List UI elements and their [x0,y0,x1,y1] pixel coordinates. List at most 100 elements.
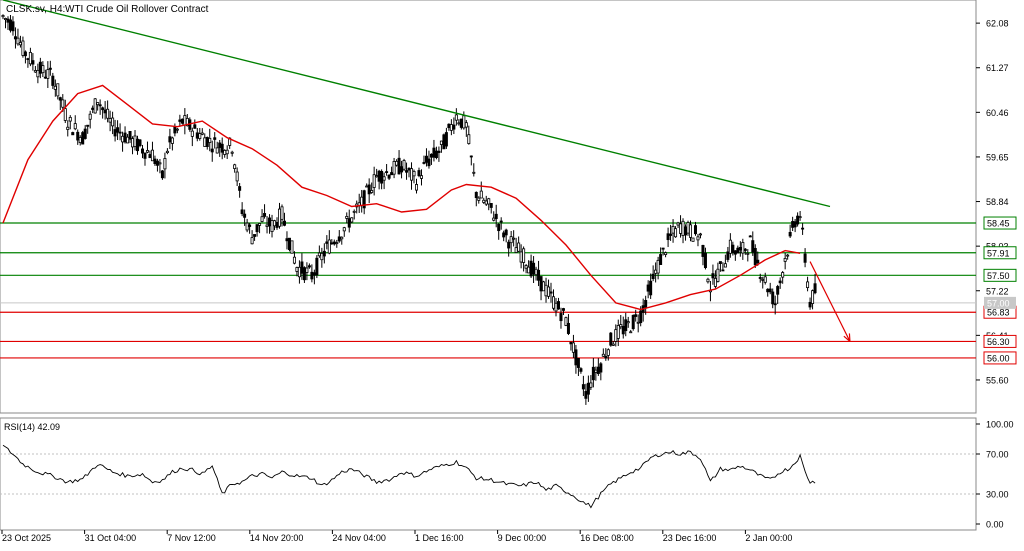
price-axis-label: 59.65 [986,152,1009,162]
candle-body [330,242,334,245]
candle-body [136,138,140,152]
time-axis-label: 14 Nov 20:00 [250,533,304,543]
candle-body [713,278,717,287]
candle-body [773,303,777,306]
candle-body [569,341,573,345]
candle-body [477,197,481,201]
candle-body [36,69,40,78]
time-axis-label: 9 Dec 00:00 [498,533,547,543]
candle-body [611,343,615,346]
candle-body [746,252,750,255]
price-axis-label: 57.22 [986,286,1009,296]
candle-body [183,115,187,126]
candle-body [405,170,409,173]
candle-body [53,85,57,90]
candle-body [253,234,257,237]
candle-body [315,257,319,276]
candle-body [494,213,498,219]
candle-body [158,162,162,165]
candle-body [41,65,45,74]
candle-body [108,118,112,123]
candle-body [706,278,710,283]
candle-body [728,239,732,254]
candle-body [579,368,583,372]
candle-body [113,129,117,137]
candle-body [312,272,316,276]
rsi-axis-label: 100.00 [986,420,1014,430]
candle-body [230,151,234,154]
candle-body [711,273,715,279]
candle-body [681,220,685,236]
candle-body [761,278,765,281]
candle-body [566,322,570,334]
candle-body [352,210,356,213]
candle-body [509,236,513,244]
candle-body [589,382,593,388]
candle-body [385,171,389,173]
candle-body [178,119,182,122]
candle-body [738,247,742,251]
candle-body [123,132,127,143]
candle-body [327,239,331,254]
candle-body [170,137,174,144]
candle-body [307,265,311,268]
candle-body [676,222,680,226]
candle-body [392,161,396,175]
candle-body [442,134,446,150]
candle-body [38,61,42,74]
candle-body [778,280,782,284]
level-value-56.00: 56.00 [987,353,1010,363]
candle-body [783,258,787,262]
projection-arrow-head [843,333,851,342]
rsi-axis-label: 70.00 [986,450,1009,460]
candle-body [698,233,702,236]
candle-body [437,150,441,153]
candle-body [300,261,304,274]
candle-body [484,200,488,205]
candle-body [21,40,25,56]
candle-body [265,224,269,227]
candle-body [696,236,700,241]
candle-body [220,143,224,153]
candle-body [497,223,501,232]
candle-body [462,115,466,129]
candle-body [629,331,633,334]
candle-body [492,217,496,221]
candle-body [345,215,349,219]
candle-body [766,288,770,293]
candle-body [671,225,675,234]
candle-body [646,284,650,292]
candle-body [686,222,690,234]
candle-body [302,267,306,281]
candle-body [367,184,371,195]
candle-body [464,122,468,128]
candle-body [549,291,553,294]
candle-body [674,228,678,238]
candle-body [701,244,705,257]
candle-body [666,233,670,241]
candle-body [380,170,384,184]
candle-body [285,238,289,242]
candle-body [340,236,344,240]
candle-body [173,126,177,134]
candle-body [277,208,281,227]
candle-body [482,199,486,203]
candle-body [11,21,15,32]
candle-body [33,70,37,73]
candle-body [233,164,237,169]
price-axis-label: 62.08 [986,19,1009,29]
candle-body [61,99,65,108]
candle-body [155,160,159,166]
candle-body [56,83,60,97]
candle-body [474,191,478,199]
candle-body [325,241,329,244]
candle-body [83,128,87,139]
candle-body [813,283,817,294]
level-tag-56.30 [983,334,1017,348]
candle-body [444,132,448,147]
candle-body [604,356,608,359]
candle-body [18,42,22,46]
candle-body [305,267,309,273]
candle-body [788,231,792,237]
